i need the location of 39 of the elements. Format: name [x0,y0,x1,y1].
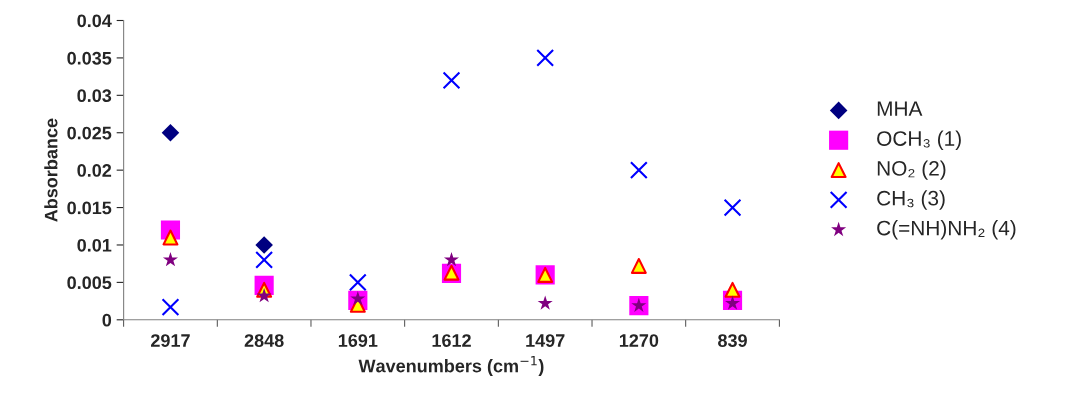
x-tick-label: 839 [718,334,747,347]
point [723,198,742,217]
y-axis-title: Absorbance [44,118,58,222]
y-tick-label: 0.025 [67,126,112,140]
y-tick-label: 0.005 [67,276,112,290]
point [537,295,553,310]
legend-label: MHA [877,101,923,116]
point [629,161,648,180]
y-tick-label: 0 [102,313,112,327]
point [255,250,274,269]
point [442,71,461,90]
legend-label: OCH₃ (1) [877,130,961,151]
point [724,281,741,298]
legend-label: CH₃ (3) [877,190,945,210]
x-tick-label: 2848 [244,334,284,347]
point [162,252,178,267]
point [161,123,180,142]
point [536,48,555,67]
y-tick-label: 0.035 [67,51,112,65]
point [255,236,273,254]
point [256,287,272,303]
x-axis-title: Wavenumbers (cm$^{−1}$) [358,356,544,376]
y-tick-label: 0.015 [67,201,112,215]
y-tick-label: 0.01 [77,238,112,252]
y-tick-label: 0.02 [77,164,112,177]
y-tick-label: 0.03 [77,89,112,103]
x-tick-label: 1612 [432,334,471,347]
point [630,257,647,274]
legend-label: NO₂ (2) [877,160,946,180]
point [443,252,460,267]
x-tick-label: 1691 [338,334,378,347]
x-tick-label: 1497 [526,334,565,347]
x-tick-label: 1270 [619,334,659,347]
y-tick-label: 0.04 [77,14,112,28]
x-tick-label: 2917 [151,334,190,347]
legend-label: C(=NH)NH₂ (4) [877,220,1016,240]
point [161,298,180,317]
point [162,229,179,246]
point [348,273,367,292]
